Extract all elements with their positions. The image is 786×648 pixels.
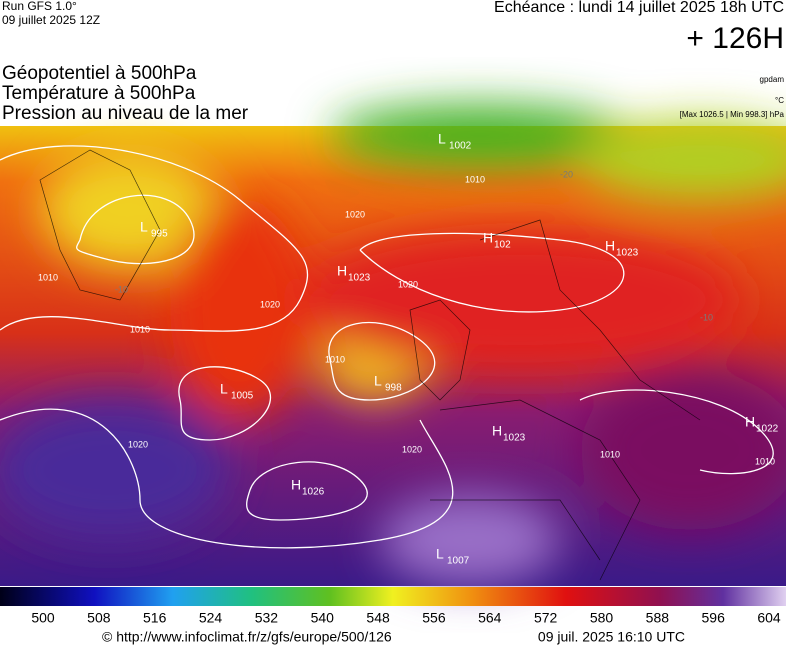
colorbar-tick-label: 516 <box>143 610 167 626</box>
center-kind: H <box>337 263 347 279</box>
contour-label: 1010 <box>130 324 150 334</box>
colorbar-tick-label: 580 <box>590 610 614 626</box>
coastlines <box>39 149 701 581</box>
field-title: Géopotentiel à 500hPa <box>2 63 197 84</box>
colorbar-tick-label: 604 <box>757 610 781 626</box>
center-value: 1023 <box>503 433 526 444</box>
center-value: 1002 <box>449 141 472 152</box>
colorbar-tick-label: 508 <box>87 610 111 626</box>
colorbar-tick-label: 596 <box>702 610 726 626</box>
unit-label: [Max 1026.5 | Min 998.3] hPa <box>680 110 785 119</box>
lead-time: + 126H <box>686 22 784 55</box>
colorbar-tick-label: 532 <box>255 610 279 626</box>
colorbar-tick-label: 564 <box>478 610 502 626</box>
colorbar-tick-label: 500 <box>31 610 55 626</box>
contour-labels: 1010 1010 1020 1020 1020 1020 1010 1020 1010 1010… <box>38 169 775 466</box>
valid-time: Echéance : lundi 14 juillet 2025 18h UTC <box>494 0 784 16</box>
contour-label: 1020 <box>128 439 148 449</box>
map <box>0 105 786 586</box>
center-kind: L <box>374 373 382 389</box>
colorbar-tick-label: 556 <box>422 610 446 626</box>
center-kind: H <box>745 414 755 430</box>
center-value: 102 <box>494 240 511 251</box>
colorbar-tick-label: 540 <box>311 610 335 626</box>
run-date: 09 juillet 2025 12Z <box>2 13 100 27</box>
generated-time: 09 juil. 2025 16:10 UTC <box>538 629 685 645</box>
colorbar-tick-label: 548 <box>366 610 390 626</box>
contour-label: 1010 <box>465 174 485 184</box>
center-value: 1005 <box>231 391 254 402</box>
center-value: 1023 <box>348 273 371 284</box>
center-value: 1026 <box>302 487 325 498</box>
center-kind: L <box>220 381 228 397</box>
contour-label: -10 <box>115 284 128 294</box>
contour-label: 1010 <box>600 449 620 459</box>
contour-label: 1020 <box>260 299 280 309</box>
unit-label: gpdam <box>760 75 785 84</box>
colorbar <box>0 587 786 606</box>
center-value: 1022 <box>756 424 779 435</box>
contour-label: 1020 <box>345 209 365 219</box>
center-value: 998 <box>385 383 402 394</box>
field-title: Pression au niveau de la mer <box>2 103 249 124</box>
center-kind: H <box>492 423 502 439</box>
colorbar-tick-label: 524 <box>199 610 223 626</box>
contour-label: 1010 <box>38 272 58 282</box>
center-kind: L <box>438 131 446 147</box>
unit-label: °C <box>775 96 784 105</box>
field-title: Température à 500hPa <box>2 83 196 104</box>
colorbar-tick-label: 572 <box>534 610 558 626</box>
center-value: 1023 <box>616 248 639 259</box>
contour-label: -10 <box>700 312 713 322</box>
contour-label: 1010 <box>755 456 775 466</box>
center-kind: H <box>483 230 493 246</box>
center-kind: L <box>140 219 148 235</box>
contour-label: 1020 <box>402 444 422 454</box>
center-value: 995 <box>151 229 168 240</box>
colorbar-tick-label: 588 <box>646 610 670 626</box>
colorbar-ticks: 500 508 516 524 532 540 548 556 564 572 580 588 596 6… <box>31 610 781 626</box>
contour-label: -20 <box>560 169 573 179</box>
run-label: Run GFS 1.0° <box>2 0 77 13</box>
contour-label: 1020 <box>398 279 418 289</box>
contour-label: 1010 <box>325 354 345 364</box>
center-kind: H <box>605 238 615 254</box>
center-kind: L <box>436 546 444 562</box>
center-kind: H <box>291 477 301 493</box>
center-value: 1007 <box>447 556 470 567</box>
source-url: © http://www.infoclimat.fr/z/gfs/europe/… <box>102 629 392 645</box>
